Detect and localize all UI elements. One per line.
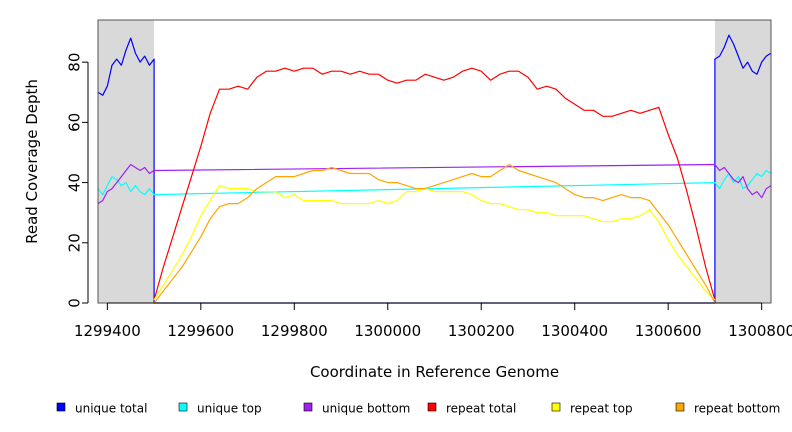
y-tick-label: 60 [65,113,83,132]
series-line-unique-bottom [97,163,772,205]
y-axis-title: Read Coverage Depth [23,79,41,244]
legend-swatch-repeat-top [551,402,561,412]
legend-label-unique-top: unique top [197,402,262,416]
x-tick-label: 1299400 [74,322,141,340]
y-tick-label: 40 [65,173,83,192]
shaded-regions [98,20,771,303]
legend-label-repeat-bottom: repeat bottom [694,402,780,416]
x-tick-label: 1300800 [728,322,792,340]
plot-frame [97,19,772,304]
legend-label-repeat-top: repeat top [570,402,633,416]
legend: unique total unique top unique bottom repea… [56,402,780,416]
shaded-region-2 [714,20,771,303]
legend-swatch-repeat-bottom [675,402,685,412]
y-tick-label: 0 [65,298,83,308]
legend-label-unique-bottom: unique bottom [322,402,410,416]
legend-label-unique-total: unique total [75,402,147,416]
series-line-unique-top [97,169,772,196]
legend-swatch-repeat-total [427,402,437,412]
x-tick-label: 1300000 [354,322,421,340]
series-line-repeat-bottom [153,163,716,304]
x-tick-label: 1300400 [541,322,608,340]
series-lines [97,34,772,304]
x-tick-label: 1300200 [448,322,515,340]
legend-label-repeat-total: repeat total [446,402,516,416]
legend-swatch-unique-bottom [303,402,313,412]
series-line-repeat-top [153,185,716,301]
x-axis-title: Coordinate in Reference Genome [310,363,559,381]
y-axis: 0 20 40 60 80 [65,53,89,308]
y-tick-label: 20 [65,233,83,252]
legend-swatch-unique-top [178,402,188,412]
legend-swatch-unique-total [56,402,66,412]
x-axis: 1299400 1299600 1299800 1300000 1300200 13004… [74,302,792,340]
series-line-repeat-total [153,67,716,301]
x-tick-label: 1299800 [261,322,328,340]
x-tick-label: 1300600 [635,322,702,340]
y-tick-label: 80 [65,53,83,72]
x-tick-label: 1299600 [167,322,234,340]
series-line-unique-total [97,34,772,304]
shaded-region-1 [98,20,155,303]
